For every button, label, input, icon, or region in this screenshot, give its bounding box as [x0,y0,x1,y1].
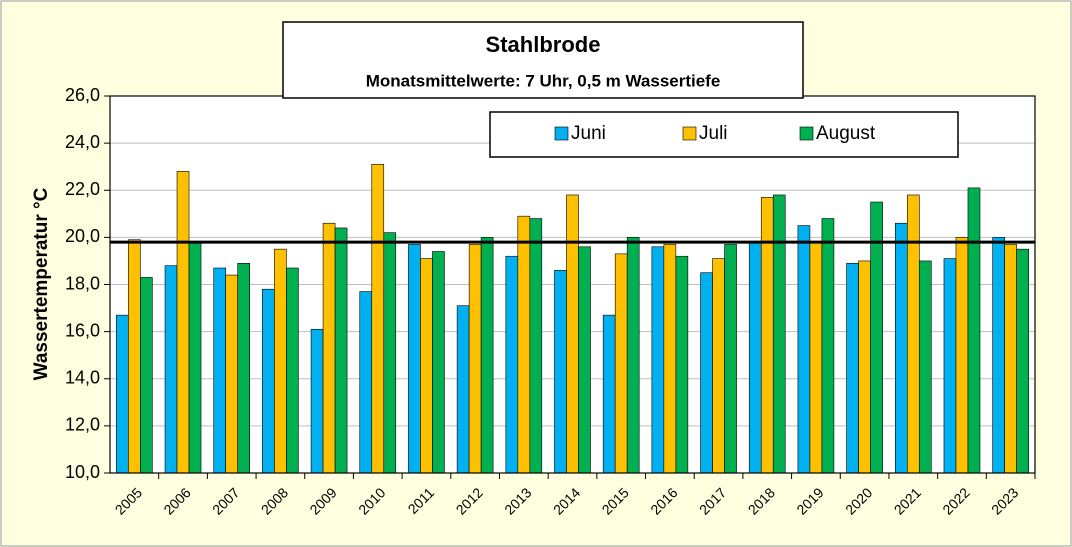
bar [274,248,287,474]
bar [116,314,129,474]
bar [262,288,275,474]
bar [322,222,336,474]
bar [809,241,823,474]
bar [700,272,713,474]
bar [225,274,239,474]
bar [797,225,811,474]
bar [517,215,531,474]
y-tick-label: 22,0 [65,179,100,199]
legend-label: Juli [699,123,728,144]
bar [626,237,640,474]
bar [760,197,774,474]
bar [602,314,616,474]
bar [468,244,482,474]
bar [529,218,543,474]
bar [846,262,859,474]
bar [918,260,932,474]
bar [1016,248,1029,474]
bar [712,258,725,474]
bar [943,258,957,474]
chart-title: Stahlbrode [486,32,601,57]
bar [371,164,385,474]
bar [663,244,677,474]
bar [188,241,202,474]
bar [1004,244,1017,474]
bar [505,255,519,474]
bar [955,237,969,474]
chart-subtitle: Monatsmittelwerte: 7 Uhr, 0,5 m Wasserti… [366,71,721,90]
y-tick-label: 10,0 [65,462,100,482]
bar [724,244,737,474]
bar [821,218,835,474]
legend-swatch [799,126,814,141]
bar [906,194,920,474]
bar [967,187,981,474]
bar [614,253,628,474]
bar [432,251,445,474]
bar [566,194,579,474]
legend-swatch [554,126,569,141]
y-tick-label: 20,0 [65,226,100,246]
y-axis-label: Wassertemperatur °C [31,187,52,380]
legend-label: Juni [571,123,606,144]
y-tick-label: 24,0 [65,132,100,152]
bar [164,265,178,474]
bar [675,255,689,474]
bar [554,270,567,474]
bar [359,291,373,474]
bar [176,171,190,474]
legend-swatch [682,126,697,141]
bar [858,260,871,474]
y-tick-label: 26,0 [65,85,100,105]
y-tick-label: 14,0 [65,368,100,388]
bar [128,239,141,474]
bar [140,277,153,474]
y-tick-label: 12,0 [65,415,100,435]
bar [383,232,397,474]
bar [651,246,665,474]
bar [894,222,908,474]
title-box [282,21,804,99]
bar [772,194,786,474]
bar [480,237,494,474]
bar [992,237,1005,474]
bar [456,305,470,474]
bar [748,241,762,474]
y-tick-label: 18,0 [65,273,100,293]
legend-label: August [816,123,876,144]
bar [213,267,227,474]
bar [578,246,591,474]
bar [286,267,299,474]
bar [237,262,251,474]
y-tick-label: 16,0 [65,320,100,340]
bar [310,328,324,474]
bar [420,258,433,474]
bar [408,244,421,474]
bar [334,227,348,474]
